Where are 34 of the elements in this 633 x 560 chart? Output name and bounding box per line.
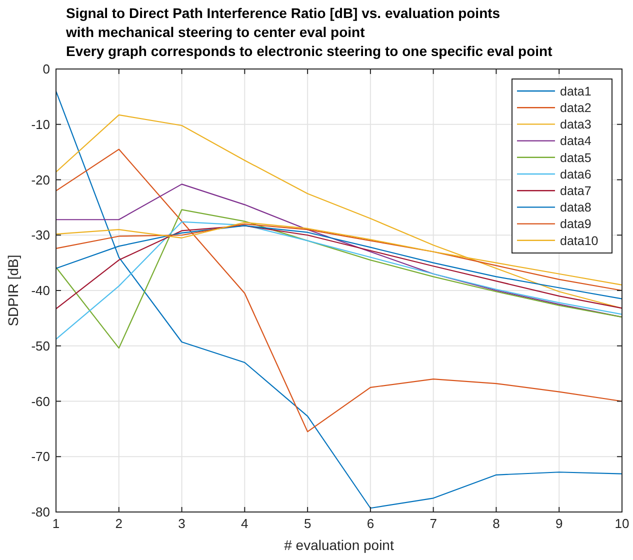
legend-label: data9 [560, 217, 592, 232]
x-tick-label: 5 [304, 516, 312, 531]
x-tick-label: 4 [241, 516, 248, 531]
y-tick-label: -80 [31, 504, 50, 520]
y-tick-label: -20 [31, 172, 50, 188]
y-tick-label: -70 [31, 449, 50, 464]
legend-label: data4 [560, 134, 592, 148]
line-series [55, 148, 623, 432]
x-tick-label: 6 [366, 516, 374, 531]
y-tick-label: -60 [31, 394, 50, 409]
y-axis-title: SDPIR [dB] [5, 254, 21, 326]
legend-label: data6 [560, 167, 592, 182]
x-tick-label: 10 [614, 516, 630, 531]
line-series [55, 114, 623, 309]
legend-label: data7 [560, 184, 592, 198]
legend-label: data5 [560, 150, 592, 165]
chart-title: Signal to Direct Path Interference Ratio [dB] vs. evaluation points with mechanical steering to center eval point Every graph corresponds to electronic steering to one specific eval point [65, 5, 553, 59]
y-tick-label: -40 [31, 283, 50, 298]
legend-label: data1 [560, 84, 592, 98]
legend-label: data2 [560, 100, 592, 115]
y-tick-label: -10 [31, 116, 50, 132]
y-tick-label: -30 [31, 228, 50, 243]
x-tick-label: 1 [52, 516, 60, 531]
x-tick-label: 3 [178, 516, 186, 531]
legend-label: data8 [560, 200, 592, 215]
legend-label: data3 [560, 118, 592, 132]
x-tick-label: 2 [115, 516, 123, 531]
x-tick-label: 7 [430, 516, 437, 531]
x-tick-label: 9 [555, 516, 563, 531]
x-axis-title: # evaluation point [284, 537, 394, 553]
y-tick-label: -50 [31, 338, 50, 354]
x-tick-label: 8 [492, 516, 500, 531]
legend-label: data10 [560, 234, 598, 248]
y-tick-label: 0 [42, 62, 50, 77]
